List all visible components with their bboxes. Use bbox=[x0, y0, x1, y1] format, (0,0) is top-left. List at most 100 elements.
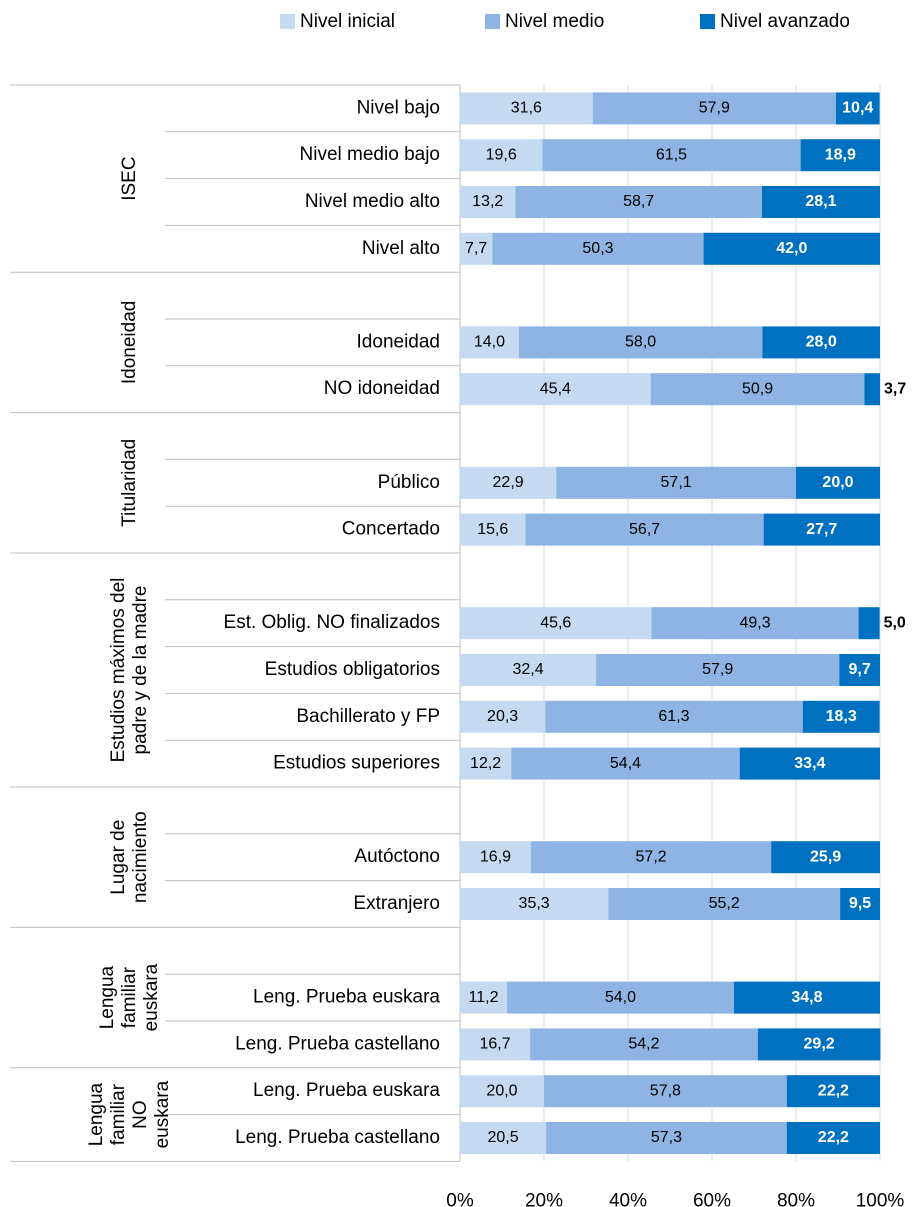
y-tick-label: Idoneidad bbox=[357, 331, 440, 352]
data-label: 25,9 bbox=[810, 848, 841, 865]
bar-segment bbox=[771, 841, 880, 874]
y-tick-label: Nivel bajo bbox=[357, 97, 440, 118]
group-label: ISEC bbox=[119, 156, 140, 200]
bar-segment bbox=[492, 232, 704, 265]
data-label: 29,2 bbox=[804, 1036, 835, 1053]
data-label: 22,9 bbox=[493, 474, 524, 491]
bar-segment bbox=[835, 92, 880, 125]
data-label: 45,4 bbox=[540, 380, 571, 397]
y-tick-label: Leng. Prueba euskara bbox=[253, 987, 440, 1008]
group-label-line: Lengua bbox=[86, 1082, 107, 1146]
y-tick-label: Leng. Prueba euskara bbox=[253, 1080, 440, 1101]
bar-segment bbox=[839, 654, 880, 686]
group-label-line: Estudios máximos del bbox=[108, 578, 129, 763]
data-label: 61,3 bbox=[658, 708, 689, 725]
data-label: 57,9 bbox=[702, 661, 733, 678]
legend-swatch bbox=[700, 14, 715, 29]
data-label: 10,4 bbox=[842, 100, 873, 117]
data-label: 50,9 bbox=[742, 380, 773, 397]
group-label-line: Lugar de bbox=[108, 820, 129, 895]
data-label: 9,5 bbox=[849, 895, 871, 912]
bar-segment bbox=[596, 654, 840, 686]
data-label: 58,0 bbox=[625, 334, 656, 351]
data-label: 20,3 bbox=[487, 708, 518, 725]
data-label: 57,8 bbox=[650, 1082, 681, 1099]
bar-segment bbox=[460, 92, 593, 125]
group-label-line: Lengua bbox=[97, 965, 118, 1029]
bar-segment bbox=[460, 747, 512, 780]
group-label-line: Idoneidad bbox=[119, 301, 140, 384]
data-label: 58,7 bbox=[623, 193, 654, 210]
legend-label: Nivel inicial bbox=[300, 11, 395, 32]
data-label: 19,6 bbox=[486, 146, 517, 163]
data-label: 57,2 bbox=[636, 848, 667, 865]
data-label: 55,2 bbox=[709, 895, 740, 912]
group-label-line: euskara bbox=[141, 963, 162, 1031]
data-label: 54,0 bbox=[605, 989, 636, 1006]
bar-segment bbox=[763, 513, 880, 546]
bar-segment bbox=[650, 373, 865, 406]
data-label: 5,0 bbox=[884, 614, 906, 631]
data-label: 57,1 bbox=[661, 474, 692, 491]
bar-segment bbox=[460, 326, 519, 359]
data-label: 11,2 bbox=[469, 989, 499, 1006]
legend-swatch bbox=[280, 14, 295, 29]
group-label-line: euskara bbox=[152, 1080, 173, 1148]
data-label: 50,3 bbox=[582, 240, 613, 257]
data-label: 16,7 bbox=[479, 1036, 510, 1053]
bar-segment bbox=[460, 841, 531, 874]
bar-segment bbox=[460, 373, 651, 406]
bar-segment bbox=[796, 466, 880, 499]
data-label: 22,2 bbox=[818, 1082, 849, 1099]
bar-segment bbox=[460, 654, 597, 686]
group-label-line: familiar bbox=[108, 1083, 129, 1145]
x-tick-label: 0% bbox=[446, 1190, 474, 1207]
bar-segment bbox=[525, 513, 764, 546]
bar-segment bbox=[515, 186, 762, 218]
x-tick-label: 80% bbox=[777, 1190, 815, 1207]
group-label-line: Titularidad bbox=[119, 439, 140, 527]
group-label: Idoneidad bbox=[119, 301, 140, 384]
bar-segment bbox=[460, 700, 546, 733]
data-label: 57,3 bbox=[651, 1129, 682, 1146]
data-label: 54,2 bbox=[628, 1036, 659, 1053]
x-tick-label: 20% bbox=[525, 1190, 563, 1207]
data-label: 28,1 bbox=[805, 193, 836, 210]
bar-segment bbox=[703, 232, 880, 265]
bar-segment bbox=[460, 139, 543, 172]
bar-segment bbox=[800, 139, 880, 172]
data-label: 49,3 bbox=[739, 614, 770, 631]
data-label: 12,2 bbox=[470, 755, 501, 772]
bar-segment bbox=[786, 1075, 880, 1108]
bar-segment bbox=[507, 981, 734, 1014]
bar-segment bbox=[460, 232, 493, 265]
bar-segment bbox=[592, 92, 836, 125]
data-label: 56,7 bbox=[629, 521, 660, 538]
data-label: 14,0 bbox=[474, 334, 505, 351]
bar-segment bbox=[460, 607, 652, 640]
data-label: 22,2 bbox=[818, 1129, 849, 1146]
data-label: 20,5 bbox=[487, 1129, 518, 1146]
bar-segment bbox=[530, 841, 772, 874]
bar-segment bbox=[761, 186, 880, 218]
data-label: 28,0 bbox=[806, 334, 837, 351]
y-tick-label: Estudios obligatorios bbox=[265, 659, 440, 680]
group-label: Lugar de nacimiento bbox=[108, 811, 151, 903]
bar-segment bbox=[762, 326, 880, 359]
data-label: 20,0 bbox=[486, 1082, 517, 1099]
x-tick-label: 40% bbox=[609, 1190, 647, 1207]
bar-segment bbox=[460, 466, 557, 499]
group-label: Estudios máximos del padre y de la madre bbox=[108, 578, 151, 763]
data-label: 57,9 bbox=[699, 100, 730, 117]
y-tick-label: Público bbox=[378, 472, 440, 493]
bar-segment bbox=[786, 1122, 880, 1154]
y-tick-label: Bachillerato y FP bbox=[296, 706, 440, 727]
bar-segment bbox=[733, 981, 880, 1014]
legend-label: Nivel avanzado bbox=[720, 11, 850, 32]
y-tick-label: Autóctono bbox=[354, 846, 440, 867]
y-tick-label: NO idoneidad bbox=[324, 378, 440, 399]
group-label-line: nacimiento bbox=[130, 811, 151, 903]
x-tick-label: 100% bbox=[856, 1190, 905, 1207]
legend-label: Nivel medio bbox=[505, 11, 604, 32]
